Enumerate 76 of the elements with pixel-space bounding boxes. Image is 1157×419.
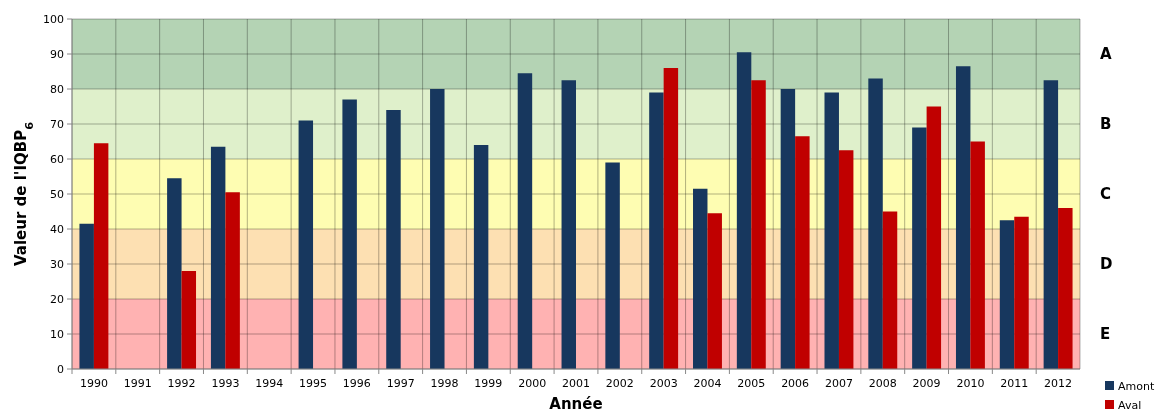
bar bbox=[79, 223, 94, 369]
x-tick-label: 2005 bbox=[737, 377, 766, 390]
legend-label: Amont bbox=[1118, 379, 1155, 393]
band-label: C bbox=[1100, 185, 1112, 204]
legend-label: Aval bbox=[1118, 398, 1142, 412]
bar bbox=[693, 188, 708, 369]
bar bbox=[970, 141, 985, 369]
band-label: B bbox=[1100, 115, 1112, 134]
bar bbox=[926, 106, 942, 369]
bar bbox=[882, 211, 898, 369]
x-tick-label: 2009 bbox=[912, 377, 941, 390]
x-tick-label: 1997 bbox=[386, 377, 415, 390]
x-tick-label: 2002 bbox=[605, 377, 634, 390]
bar bbox=[517, 73, 533, 369]
x-tick-label: 2006 bbox=[781, 377, 810, 390]
bar bbox=[649, 92, 664, 369]
bar bbox=[1043, 80, 1059, 369]
bar bbox=[1058, 208, 1073, 369]
bar bbox=[955, 66, 971, 369]
x-tick-label: 1996 bbox=[342, 377, 371, 390]
bar bbox=[298, 120, 314, 369]
y-tick-label: 20 bbox=[50, 292, 64, 306]
bar bbox=[210, 146, 226, 369]
y-tick-label: 0 bbox=[57, 362, 64, 376]
x-tick-label: 1995 bbox=[299, 377, 328, 390]
bar bbox=[430, 89, 445, 369]
y-tick-label: 40 bbox=[50, 222, 64, 236]
x-tick-label: 1990 bbox=[79, 377, 108, 390]
x-tick-label: 2010 bbox=[956, 377, 985, 390]
bar bbox=[912, 127, 927, 369]
y-tick-label: 50 bbox=[50, 187, 64, 201]
bar bbox=[736, 52, 752, 369]
band-label: A bbox=[1100, 45, 1112, 64]
bar bbox=[181, 271, 197, 369]
bar bbox=[999, 220, 1015, 369]
x-tick-label: 2007 bbox=[824, 377, 853, 390]
x-tick-label: 2003 bbox=[649, 377, 678, 390]
bar bbox=[780, 89, 796, 369]
y-tick-label: 100 bbox=[43, 12, 64, 26]
bar bbox=[386, 110, 401, 369]
x-tick-label: 1999 bbox=[474, 377, 503, 390]
bar bbox=[707, 213, 722, 369]
x-tick-label: 2011 bbox=[1000, 377, 1029, 390]
bar bbox=[663, 68, 679, 369]
y-tick-label: 60 bbox=[50, 152, 64, 166]
x-tick-label: 2012 bbox=[1044, 377, 1073, 390]
x-tick-label: 1998 bbox=[430, 377, 459, 390]
x-tick-label: 2000 bbox=[518, 377, 547, 390]
x-tick-label: 2001 bbox=[562, 377, 590, 390]
x-axis-title: Année bbox=[549, 395, 603, 413]
bar bbox=[342, 99, 357, 369]
x-tick-label: 2008 bbox=[868, 377, 897, 390]
bar bbox=[605, 162, 620, 369]
bar bbox=[838, 150, 854, 369]
bar bbox=[561, 80, 576, 369]
band-label: D bbox=[1100, 255, 1113, 274]
x-tick-label: 2004 bbox=[693, 377, 722, 390]
bar bbox=[751, 80, 766, 369]
y-tick-label: 90 bbox=[50, 47, 64, 61]
bar bbox=[93, 143, 109, 369]
band-label: E bbox=[1100, 325, 1111, 344]
x-tick-label: 1992 bbox=[167, 377, 196, 390]
bar bbox=[824, 92, 839, 369]
y-tick-label: 80 bbox=[50, 82, 64, 96]
y-tick-label: 10 bbox=[50, 327, 64, 341]
x-tick-label: 1993 bbox=[211, 377, 240, 390]
y-tick-label: 70 bbox=[50, 117, 64, 131]
x-tick-label: 1991 bbox=[123, 377, 152, 390]
bar bbox=[225, 192, 240, 369]
bar bbox=[167, 178, 182, 369]
bar bbox=[868, 78, 883, 369]
bar bbox=[795, 136, 810, 369]
x-tick-label: 1994 bbox=[255, 377, 284, 390]
bar bbox=[1014, 216, 1029, 369]
bar bbox=[473, 145, 489, 369]
y-tick-label: 30 bbox=[50, 257, 64, 271]
